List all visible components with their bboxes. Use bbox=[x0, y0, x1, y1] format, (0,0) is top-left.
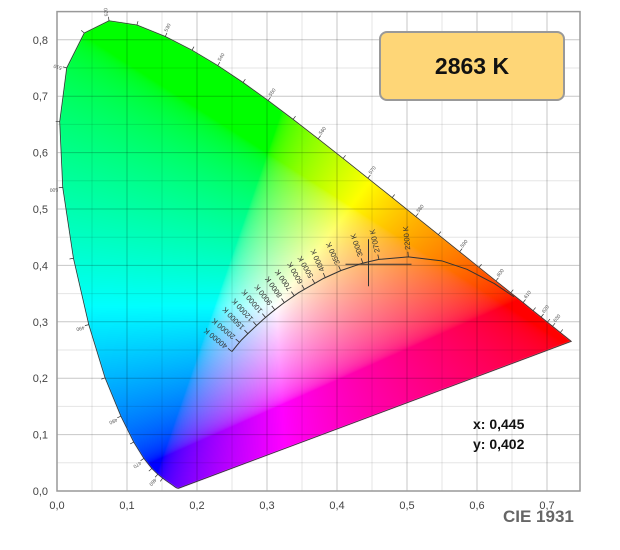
wavelength-tick bbox=[148, 468, 153, 472]
spectral-locus bbox=[59, 20, 573, 489]
wavelength-tick bbox=[540, 313, 544, 318]
x-tick-label: 0,6 bbox=[469, 500, 484, 512]
wavelength-tick bbox=[108, 16, 110, 21]
coordinate-y-readout: y: 0,402 bbox=[473, 436, 525, 452]
y-tick-label: 0,4 bbox=[33, 260, 48, 272]
wavelength-label: 560 bbox=[318, 126, 328, 136]
x-tick-label: 0,1 bbox=[119, 500, 134, 512]
cct-tick bbox=[311, 278, 316, 284]
wavelength-label: 460 bbox=[147, 477, 157, 487]
cct-tick bbox=[252, 321, 257, 326]
wavelength-tick bbox=[217, 62, 221, 66]
wavelength-tick bbox=[84, 324, 89, 326]
x-tick-label: 0,7 bbox=[539, 500, 554, 512]
x-tick-label: 0,2 bbox=[189, 500, 204, 512]
x-tick-label: 0,5 bbox=[399, 500, 414, 512]
y-tick-label: 0,8 bbox=[33, 35, 48, 47]
cct-tick bbox=[227, 348, 233, 352]
y-tick-label: 0,2 bbox=[33, 373, 48, 385]
y-tick-label: 0,1 bbox=[33, 430, 48, 442]
cct-label: 2200 K bbox=[401, 226, 412, 250]
wavelength-tick bbox=[391, 194, 395, 198]
wavelength-label: 610 bbox=[523, 290, 533, 300]
y-tick-label: 0,3 bbox=[33, 317, 48, 329]
wavelength-label: 550 bbox=[268, 87, 278, 97]
x-tick-label: 0,0 bbox=[49, 500, 64, 512]
wavelength-tick bbox=[532, 307, 536, 311]
wavelength-label: 570 bbox=[368, 165, 378, 175]
wavelength-tick bbox=[292, 115, 296, 120]
wavelength-tick bbox=[159, 477, 163, 482]
wavelength-label: 500 bbox=[49, 186, 58, 193]
wavelength-tick bbox=[342, 155, 346, 159]
wavelength-tick bbox=[140, 458, 145, 461]
cct-label: 3000 K bbox=[349, 233, 365, 258]
wavelength-tick bbox=[267, 97, 271, 101]
cct-label: 3500 K bbox=[324, 241, 342, 266]
wavelength-tick bbox=[367, 174, 371, 179]
y-tick-label: 0,5 bbox=[33, 204, 48, 216]
wavelength-tick bbox=[510, 289, 514, 294]
cct-label: 2700 K bbox=[368, 228, 382, 253]
wavelength-label: 580 bbox=[416, 204, 426, 214]
cct-readout: 2863 K bbox=[434, 52, 510, 79]
wavelength-tick bbox=[62, 66, 67, 69]
wavelength-tick bbox=[191, 46, 195, 51]
planckian-locus bbox=[231, 256, 515, 352]
wavelength-label: 490 bbox=[75, 324, 85, 332]
wavelength-tick bbox=[317, 135, 321, 139]
wavelength-label: 520 bbox=[103, 7, 110, 16]
wavelength-tick bbox=[547, 318, 551, 323]
diagram-label: CIE 1931 bbox=[503, 507, 574, 526]
wavelength-tick bbox=[242, 79, 246, 83]
wavelength-tick bbox=[495, 277, 499, 282]
wavelength-tick bbox=[560, 329, 564, 333]
cct-tick bbox=[262, 313, 266, 318]
wavelength-tick bbox=[81, 30, 85, 34]
wavelength-tick bbox=[101, 377, 106, 380]
wavelength-label: 600 bbox=[496, 268, 506, 278]
cct-tick bbox=[235, 338, 240, 343]
cct-tick bbox=[338, 265, 342, 271]
wavelength-tick bbox=[154, 474, 159, 478]
wavelength-tick bbox=[478, 264, 482, 268]
y-tick-label: 0,0 bbox=[33, 486, 48, 498]
wavelength-label: 620 bbox=[541, 304, 551, 314]
x-tick-label: 0,3 bbox=[259, 500, 274, 512]
wavelength-tick bbox=[69, 257, 74, 260]
wavelength-label: 510 bbox=[53, 62, 63, 70]
cct-tick bbox=[244, 329, 249, 334]
wavelength-label: 630 bbox=[552, 313, 562, 323]
plot-frame bbox=[56, 10, 581, 492]
wavelength-label: 480 bbox=[108, 416, 118, 425]
wavelength-tick bbox=[522, 299, 526, 303]
cct-tick bbox=[281, 298, 285, 303]
cct-tick bbox=[291, 291, 295, 296]
wavelength-tick bbox=[438, 231, 442, 235]
cct-tick bbox=[360, 258, 364, 264]
y-tick-label: 0,6 bbox=[33, 148, 48, 160]
cct-readout-box: 2863 K bbox=[379, 31, 565, 101]
wavelength-tick bbox=[164, 32, 168, 37]
wavelength-tick bbox=[136, 21, 139, 26]
cct-tick bbox=[271, 305, 276, 311]
wavelength-label: 540 bbox=[217, 52, 227, 62]
wavelength-tick bbox=[415, 213, 419, 217]
x-tick-label: 0,4 bbox=[329, 500, 344, 512]
cct-tick bbox=[377, 254, 380, 260]
wavelength-tick bbox=[459, 248, 463, 252]
wavelength-label: 590 bbox=[460, 239, 470, 249]
wavelength-label: 530 bbox=[164, 23, 173, 33]
cct-tick bbox=[322, 272, 326, 278]
y-tick-label: 0,7 bbox=[33, 91, 48, 103]
wavelength-tick bbox=[552, 322, 556, 327]
wavelength-tick bbox=[130, 441, 134, 445]
coordinate-x-readout: x: 0,445 bbox=[473, 416, 525, 432]
wavelength-tick bbox=[117, 415, 122, 419]
wavelength-label: 470 bbox=[132, 459, 142, 469]
cct-tick bbox=[301, 284, 305, 290]
